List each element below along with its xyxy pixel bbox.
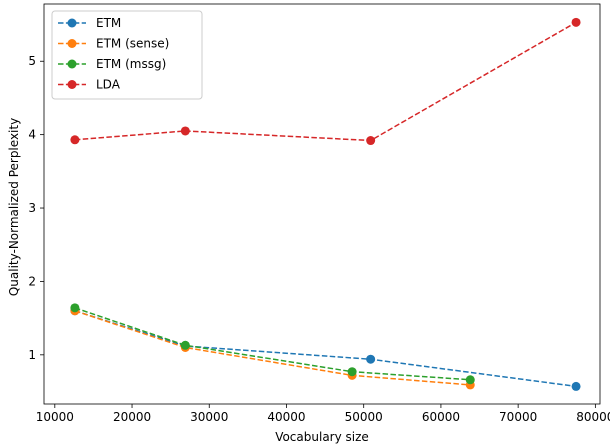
legend-marker [67,39,77,48]
x-tick-label: 50000 [345,410,383,424]
data-point [347,367,357,377]
data-point [366,354,376,364]
x-tick-label: 40000 [267,410,305,424]
x-tick-label: 70000 [499,410,537,424]
data-point [571,381,581,391]
legend-label: LDA [96,78,121,92]
legend-item: ETM (mssg) [58,57,166,71]
series-layer [70,17,581,391]
data-point [571,17,581,27]
legend-item: LDA [58,78,121,92]
x-tick-label: 30000 [190,410,228,424]
data-point [70,303,80,313]
data-point [465,375,475,385]
data-point [180,340,190,350]
series-line [74,310,471,386]
legend-marker [67,80,77,89]
y-tick-label: 4 [28,128,36,142]
series-lda [70,17,581,146]
y-axis-label: Quality-Normalized Perplexity [7,118,21,296]
legend-marker [67,18,77,28]
series-line [74,21,577,142]
legend-label: ETM (sense) [96,37,169,51]
x-axis: 10000 20000 30000 40000 50000 60000 70000 80000 [36,404,610,424]
series-line [74,307,471,381]
data-point [180,126,190,136]
y-tick-label: 3 [28,201,36,215]
legend-marker [67,59,77,69]
legend-box [51,10,203,100]
series-etm-mssg [70,303,475,385]
x-tick-label: 10000 [36,410,74,424]
x-tick-label: 80000 [576,410,610,424]
legend-label: ETM (mssg) [96,57,166,71]
y-tick-label: 5 [28,54,36,68]
y-axis: 1 2 3 4 5 [28,54,44,362]
x-tick-label: 20000 [113,410,151,424]
legend-label: ETM [96,16,121,30]
x-axis-label: Vocabulary size [275,430,369,444]
legend-item: ETM (sense) [58,37,169,51]
legend-item: ETM [58,16,121,30]
y-tick-label: 1 [28,348,36,362]
y-tick-label: 2 [28,274,36,288]
data-point [70,135,80,145]
x-tick-label: 60000 [422,410,460,424]
data-point [366,136,376,146]
legend: ETM ETM (sense) ETM (mssg) LDA [51,10,203,100]
